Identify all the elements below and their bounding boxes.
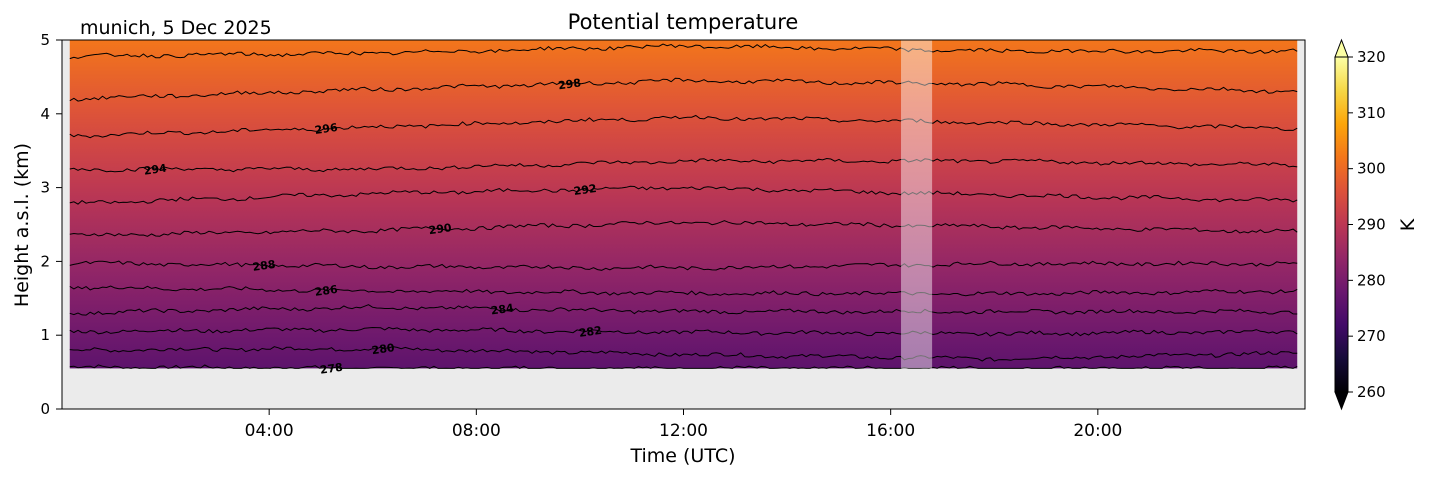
colorbar-tick-label: 290 xyxy=(1357,216,1386,234)
contour-label-278: 278 xyxy=(319,361,344,377)
contour-label-288: 288 xyxy=(252,258,277,274)
contour-label-298: 298 xyxy=(557,76,582,92)
colorbar-extend-min xyxy=(1334,391,1349,411)
data-gap-band xyxy=(901,40,933,369)
temperature-field xyxy=(69,40,1298,369)
x-tick-label: 16:00 xyxy=(866,421,915,441)
colorbar-tick-label: 260 xyxy=(1357,383,1386,401)
colorbar-tick-label: 280 xyxy=(1357,271,1386,289)
contour-line-284 xyxy=(69,304,1298,316)
contour-line-288 xyxy=(69,260,1298,271)
y-tick-label: 1 xyxy=(40,326,50,344)
y-tick-label: 4 xyxy=(40,105,50,123)
y-tick-label: 0 xyxy=(40,400,50,418)
contour-label-282: 282 xyxy=(578,324,603,340)
colorbar-scale xyxy=(1334,56,1349,393)
x-tick-label: 20:00 xyxy=(1073,421,1122,441)
contour-line-280 xyxy=(69,346,1298,362)
contour-label-292: 292 xyxy=(573,182,598,198)
y-tick-label: 3 xyxy=(40,179,50,197)
x-tick-label: 12:00 xyxy=(659,421,708,441)
y-tick-label: 2 xyxy=(40,252,50,270)
contour-label-280: 280 xyxy=(371,341,396,357)
contour-line-294 xyxy=(69,157,1298,173)
colorbar-tick-label: 300 xyxy=(1357,160,1386,178)
colorbar-tick-label: 310 xyxy=(1357,104,1386,122)
chart-title: Potential temperature xyxy=(568,10,799,34)
contour-line-286 xyxy=(69,285,1298,297)
contour-label-296: 296 xyxy=(314,121,339,137)
colorbar-tick-label: 320 xyxy=(1357,48,1386,66)
contour-line-290 xyxy=(69,220,1298,237)
contour-line-298 xyxy=(69,77,1298,102)
x-tick-label: 04:00 xyxy=(245,421,294,441)
y-tick-label: 5 xyxy=(40,31,50,49)
colorbar-tick-label: 270 xyxy=(1357,327,1386,345)
contour-line-278 xyxy=(69,364,1298,369)
x-axis-label: Time (UTC) xyxy=(629,445,735,467)
x-tick-label: 08:00 xyxy=(452,421,501,441)
colorbar-label: K xyxy=(1397,218,1419,231)
location-date-label: munich, 5 Dec 2025 xyxy=(80,17,272,39)
contour-line-282 xyxy=(69,326,1298,337)
contour-label-284: 284 xyxy=(490,301,515,317)
colorbar-extend-max xyxy=(1334,38,1349,58)
contour-line-300 xyxy=(69,43,1298,60)
contour-line-292 xyxy=(69,185,1298,205)
contour-label-286: 286 xyxy=(314,283,339,299)
contour-line-296 xyxy=(69,114,1298,139)
contour-label-290: 290 xyxy=(428,221,453,237)
contour-label-294: 294 xyxy=(143,162,168,178)
y-axis-label: Height a.s.l. (km) xyxy=(11,143,33,307)
